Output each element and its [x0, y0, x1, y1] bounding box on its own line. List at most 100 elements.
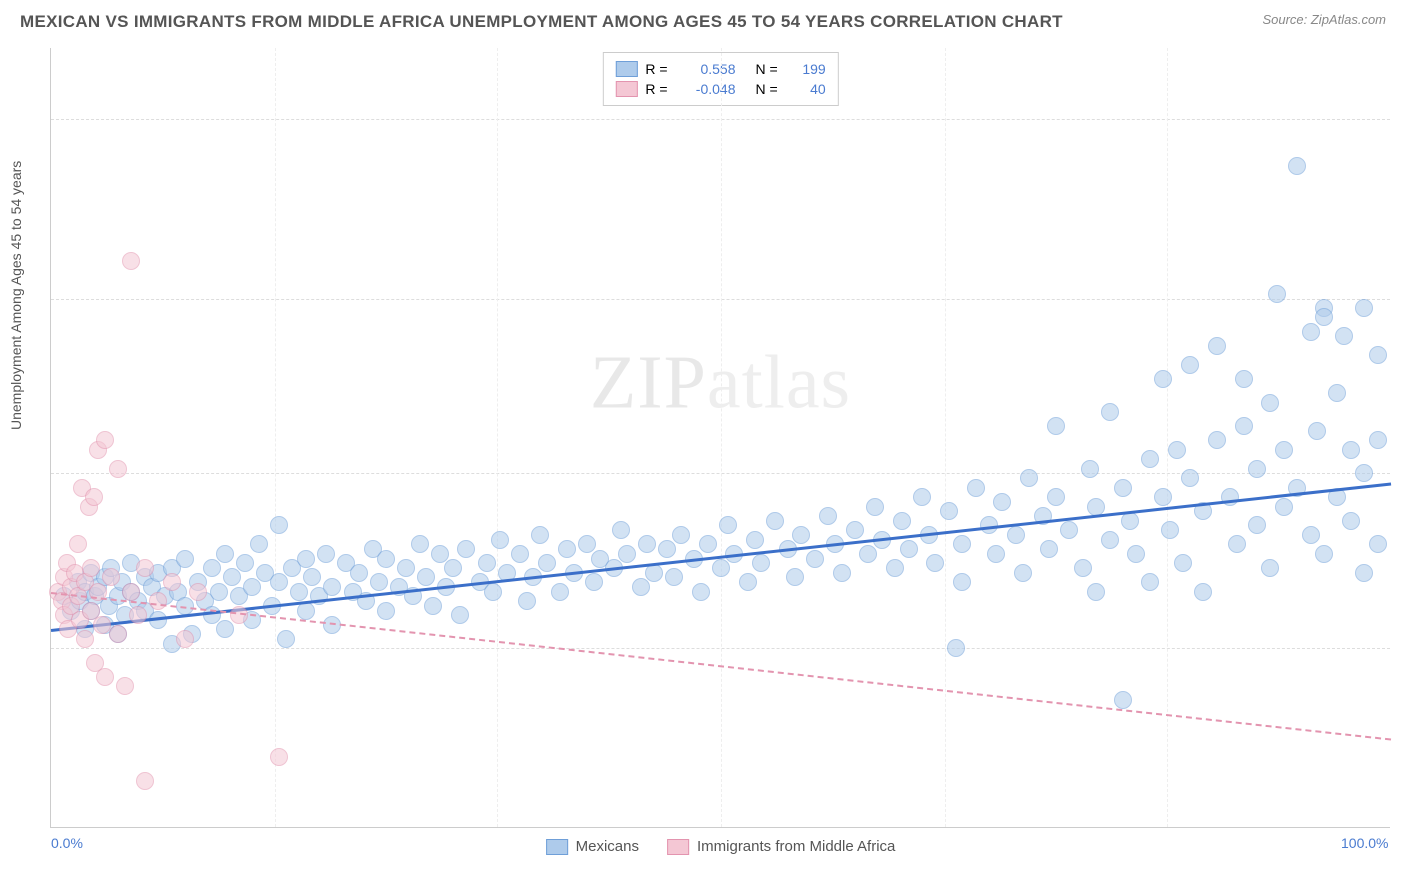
- data-point: [746, 531, 764, 549]
- data-point: [618, 545, 636, 563]
- data-point: [1235, 370, 1253, 388]
- data-point: [913, 488, 931, 506]
- data-point: [859, 545, 877, 563]
- data-point: [1174, 554, 1192, 572]
- data-point: [1181, 356, 1199, 374]
- data-point: [270, 748, 288, 766]
- data-point: [1335, 327, 1353, 345]
- data-point: [893, 512, 911, 530]
- series-legend: Mexicans Immigrants from Middle Africa: [546, 838, 896, 855]
- xtick-label: 0.0%: [51, 835, 83, 851]
- data-point: [987, 545, 1005, 563]
- data-point: [692, 583, 710, 601]
- stat-n-value: 40: [786, 81, 826, 97]
- data-point: [518, 592, 536, 610]
- data-point: [69, 535, 87, 553]
- data-point: [585, 573, 603, 591]
- data-point: [1101, 531, 1119, 549]
- data-point: [846, 521, 864, 539]
- data-point: [766, 512, 784, 530]
- data-point: [558, 540, 576, 558]
- data-point: [1208, 337, 1226, 355]
- data-point: [203, 559, 221, 577]
- stat-r-label: R =: [645, 81, 667, 97]
- data-point: [96, 431, 114, 449]
- data-point: [1302, 526, 1320, 544]
- stat-r-label: R =: [645, 61, 667, 77]
- data-point: [833, 564, 851, 582]
- data-point: [1127, 545, 1145, 563]
- data-point: [317, 545, 335, 563]
- data-point: [478, 554, 496, 572]
- data-point: [417, 568, 435, 586]
- data-point: [1315, 545, 1333, 563]
- data-point: [109, 460, 127, 478]
- data-point: [993, 493, 1011, 511]
- data-point: [1315, 308, 1333, 326]
- data-point: [1060, 521, 1078, 539]
- data-point: [1121, 512, 1139, 530]
- data-point: [1288, 157, 1306, 175]
- data-point: [136, 559, 154, 577]
- data-point: [451, 606, 469, 624]
- data-point: [163, 573, 181, 591]
- data-point: [93, 616, 111, 634]
- data-point: [511, 545, 529, 563]
- data-point: [953, 573, 971, 591]
- data-point: [250, 535, 268, 553]
- data-point: [940, 502, 958, 520]
- data-point: [1181, 469, 1199, 487]
- data-point: [866, 498, 884, 516]
- data-point: [189, 583, 207, 601]
- gridline-v: [275, 48, 276, 827]
- stat-r-value: -0.048: [676, 81, 736, 97]
- ytick-label: 11.2%: [1395, 290, 1406, 306]
- data-point: [792, 526, 810, 544]
- data-point: [953, 535, 971, 553]
- swatch-mexicans: [546, 839, 568, 855]
- data-point: [129, 606, 147, 624]
- data-point: [658, 540, 676, 558]
- data-point: [886, 559, 904, 577]
- data-point: [1248, 516, 1266, 534]
- data-point: [900, 540, 918, 558]
- scatter-chart: ZIPatlas R =0.558N =199R =-0.048N =40 Me…: [50, 48, 1390, 828]
- gridline-v: [497, 48, 498, 827]
- data-point: [1168, 441, 1186, 459]
- data-point: [122, 252, 140, 270]
- data-point: [1014, 564, 1032, 582]
- ytick-label: 15.0%: [1395, 110, 1406, 126]
- data-point: [350, 564, 368, 582]
- data-point: [1235, 417, 1253, 435]
- data-point: [1047, 417, 1065, 435]
- data-point: [424, 597, 442, 615]
- chart-title: MEXICAN VS IMMIGRANTS FROM MIDDLE AFRICA…: [20, 12, 1063, 32]
- gridline-v: [721, 48, 722, 827]
- data-point: [612, 521, 630, 539]
- legend-label-a: Mexicans: [576, 838, 639, 855]
- data-point: [243, 578, 261, 596]
- data-point: [1154, 370, 1172, 388]
- data-point: [457, 540, 475, 558]
- data-point: [1221, 488, 1239, 506]
- data-point: [303, 568, 321, 586]
- stat-n-label: N =: [756, 61, 778, 77]
- data-point: [665, 568, 683, 586]
- data-point: [484, 583, 502, 601]
- stat-r-value: 0.558: [676, 61, 736, 77]
- data-point: [270, 516, 288, 534]
- data-point: [1114, 691, 1132, 709]
- data-point: [223, 568, 241, 586]
- data-point: [1328, 384, 1346, 402]
- swatch-icon: [615, 81, 637, 97]
- data-point: [270, 573, 288, 591]
- data-point: [210, 583, 228, 601]
- data-point: [277, 630, 295, 648]
- data-point: [531, 526, 549, 544]
- data-point: [638, 535, 656, 553]
- data-point: [551, 583, 569, 601]
- data-point: [1308, 422, 1326, 440]
- stat-n-value: 199: [786, 61, 826, 77]
- data-point: [1342, 441, 1360, 459]
- data-point: [1141, 573, 1159, 591]
